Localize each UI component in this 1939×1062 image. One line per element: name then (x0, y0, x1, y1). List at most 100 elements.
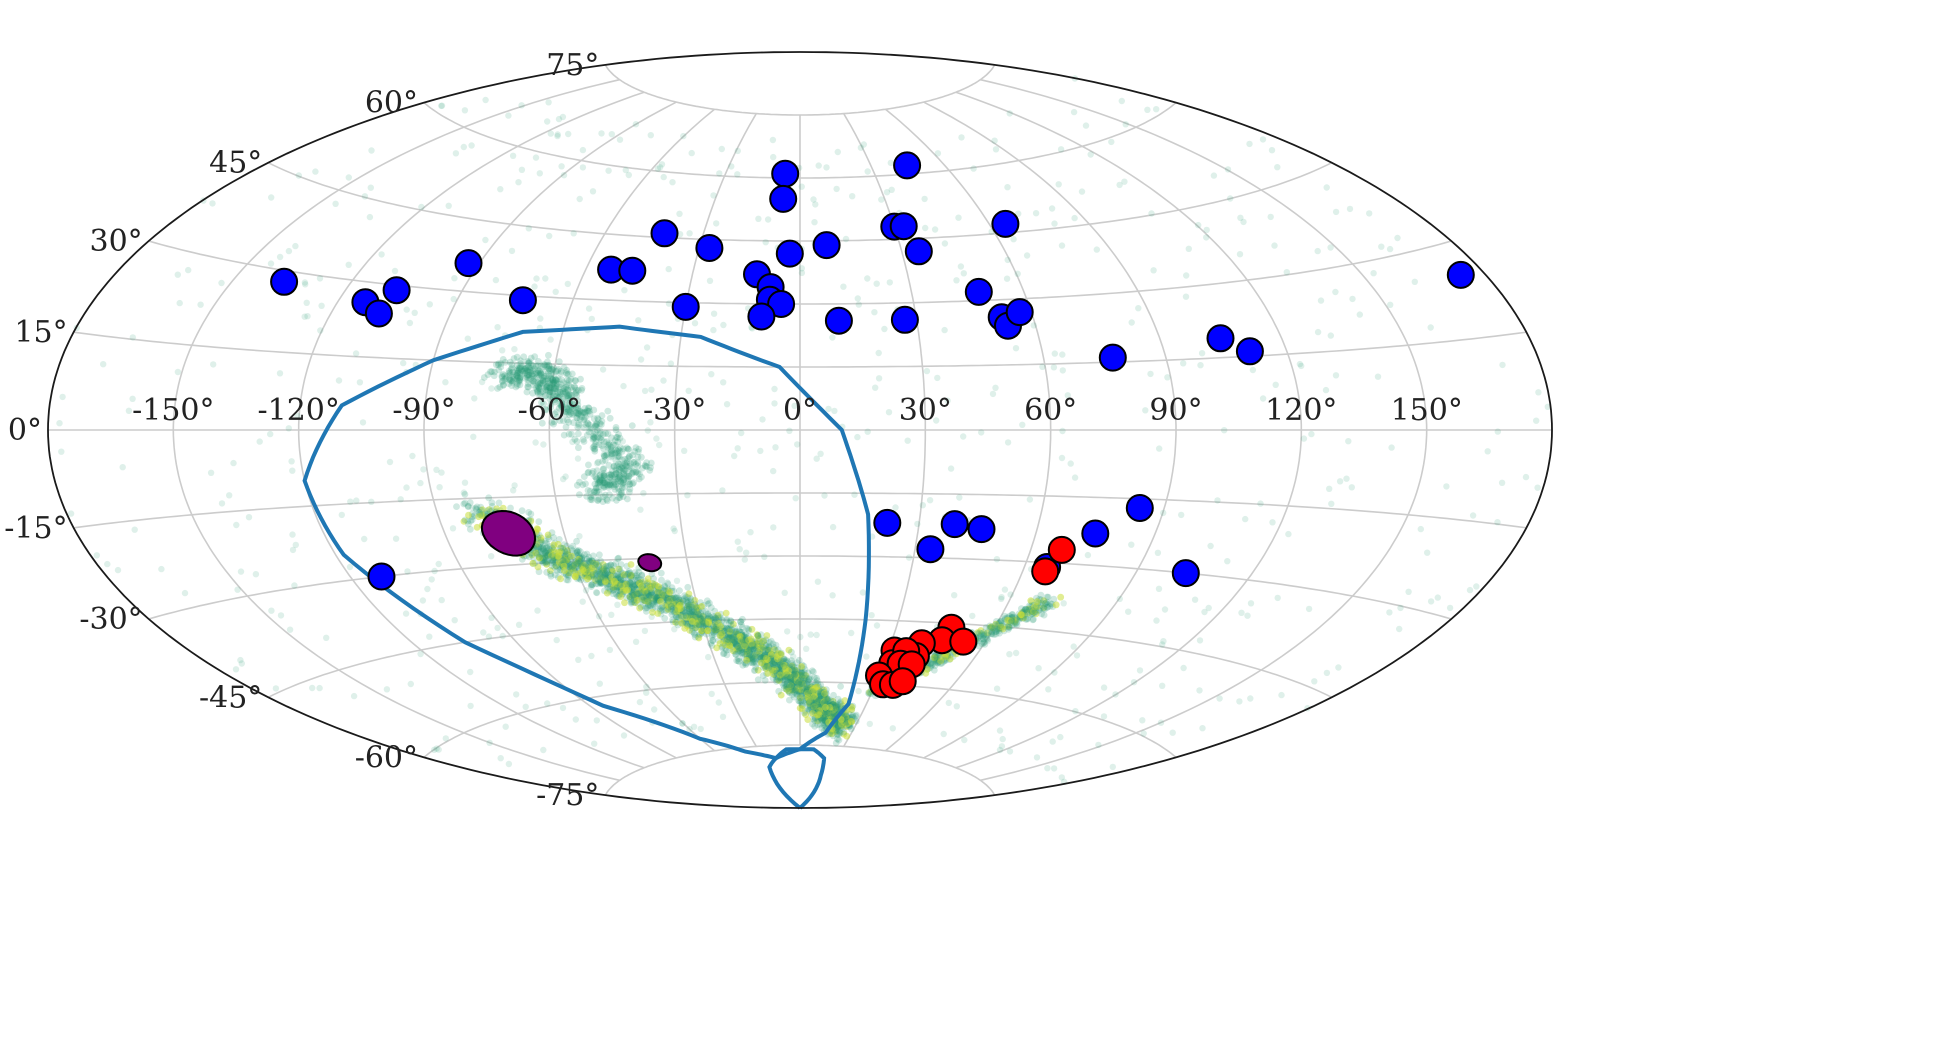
density-point (585, 461, 592, 469)
density-point (584, 407, 592, 415)
density-point (1006, 110, 1013, 117)
density-point (502, 723, 509, 730)
density-point (643, 689, 650, 696)
density-point (482, 236, 489, 244)
density-point (728, 163, 735, 170)
density-point (174, 368, 182, 376)
density-point (400, 359, 407, 367)
density-point (291, 582, 298, 589)
density-point (848, 717, 855, 725)
density-point (599, 493, 607, 501)
density-point (323, 634, 330, 641)
density-point (417, 650, 424, 658)
density-point (770, 153, 777, 161)
density-point (587, 581, 595, 589)
density-point (609, 494, 616, 502)
density-point (586, 421, 593, 429)
density-point (1157, 719, 1165, 726)
density-point (679, 597, 687, 605)
density-point (545, 379, 553, 387)
density-point (628, 578, 636, 586)
density-point (1012, 345, 1020, 352)
density-point (818, 724, 826, 732)
density-point (709, 637, 717, 644)
density-point (207, 469, 215, 476)
density-point (100, 361, 107, 368)
density-point (731, 452, 738, 460)
density-point (738, 429, 745, 437)
density-point (1405, 588, 1412, 595)
density-point (998, 743, 1006, 750)
density-point (367, 184, 374, 191)
density-point (904, 437, 911, 444)
density-point (582, 480, 589, 488)
density-point (692, 612, 699, 620)
density-point (537, 551, 544, 558)
density-point (593, 589, 601, 597)
density-point (565, 572, 572, 580)
density-point (505, 760, 513, 768)
density-point (811, 219, 818, 226)
density-point (1494, 519, 1501, 526)
density-point (953, 703, 960, 710)
density-point (543, 558, 551, 566)
density-point (1522, 473, 1530, 481)
density-point (573, 537, 580, 545)
density-point (1237, 214, 1244, 221)
density-point (795, 681, 803, 688)
density-point (532, 439, 539, 446)
density-point (1109, 763, 1117, 771)
density-point (770, 467, 777, 475)
density-point (606, 414, 614, 422)
density-point (873, 622, 881, 629)
density-point (312, 168, 319, 175)
density-point (209, 200, 216, 207)
density-point (672, 594, 679, 602)
density-point (545, 365, 553, 373)
density-point (1257, 500, 1264, 507)
density-point (1057, 733, 1064, 741)
density-point (851, 491, 858, 498)
density-point (347, 498, 354, 505)
density-point (660, 173, 667, 181)
density-point (1283, 269, 1291, 276)
density-point (539, 544, 547, 552)
density-point (1049, 738, 1056, 745)
density-point (460, 143, 467, 151)
density-point (716, 170, 723, 177)
density-point (494, 624, 501, 632)
density-point (515, 621, 523, 628)
red-point (888, 667, 917, 696)
density-point (572, 716, 579, 723)
density-point (654, 165, 662, 172)
density-point (1144, 106, 1151, 114)
density-point (361, 193, 369, 200)
density-point (1004, 184, 1011, 191)
density-point (544, 118, 551, 125)
density-point (1087, 151, 1094, 158)
density-point (580, 438, 588, 445)
density-point (303, 299, 310, 306)
density-point (617, 561, 625, 568)
density-point (555, 552, 562, 560)
lon-tick-label: -150° (132, 393, 214, 428)
density-point (591, 740, 598, 747)
density-point (1394, 234, 1401, 242)
grid-parallel (604, 744, 996, 796)
density-point (831, 702, 838, 709)
density-point (715, 699, 722, 706)
density-point (1267, 213, 1274, 221)
density-point (612, 426, 620, 434)
density-point (1059, 427, 1066, 435)
density-point (1349, 295, 1356, 303)
density-point (671, 606, 679, 614)
density-point (649, 600, 657, 608)
density-point (551, 571, 559, 579)
density-point (673, 577, 681, 584)
density-point (1072, 708, 1079, 715)
density-point (561, 567, 568, 574)
density-point (386, 458, 394, 466)
density-point (940, 730, 947, 738)
density-point (473, 523, 481, 531)
density-point (634, 448, 642, 456)
